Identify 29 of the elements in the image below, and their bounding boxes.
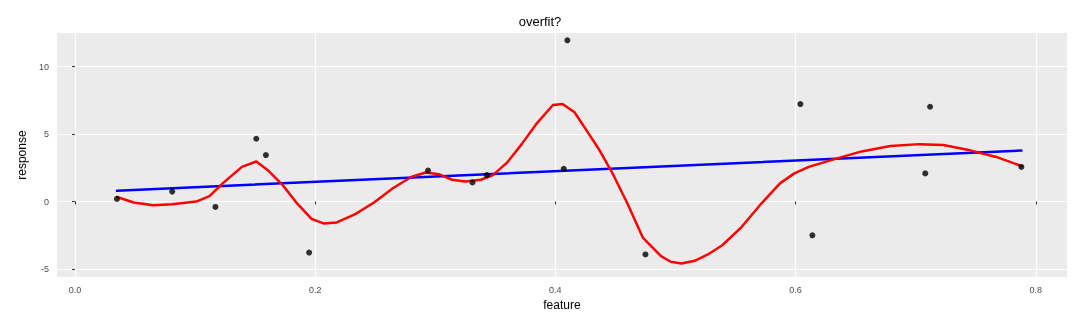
point xyxy=(306,249,313,256)
point xyxy=(262,152,269,159)
y-tick-label: 5 xyxy=(43,129,49,140)
x-tick-label: 0.8 xyxy=(1029,284,1043,295)
point xyxy=(169,188,176,195)
point xyxy=(927,103,934,110)
y-tick-label: -5 xyxy=(40,264,49,275)
point xyxy=(797,101,804,108)
point xyxy=(212,203,219,210)
x-tick-label: 0.0 xyxy=(68,284,82,295)
point xyxy=(1018,163,1025,170)
point xyxy=(922,170,929,177)
x-tick-label: 0.4 xyxy=(549,284,562,295)
x-tick-label: 0.6 xyxy=(789,284,802,295)
point xyxy=(253,135,260,142)
y-axis-title: response xyxy=(15,130,29,180)
point xyxy=(469,179,476,186)
point xyxy=(564,37,571,44)
x-axis-title: feature xyxy=(543,298,581,312)
chart-title: overfit? xyxy=(518,14,562,29)
point xyxy=(425,167,432,174)
point xyxy=(809,232,816,239)
y-tick-label: 10 xyxy=(38,61,49,72)
y-tick-label: 0 xyxy=(43,196,49,207)
x-tick-label: 0.2 xyxy=(308,284,322,295)
point xyxy=(642,251,649,258)
point xyxy=(113,195,120,202)
point xyxy=(560,165,567,172)
point xyxy=(483,172,490,179)
